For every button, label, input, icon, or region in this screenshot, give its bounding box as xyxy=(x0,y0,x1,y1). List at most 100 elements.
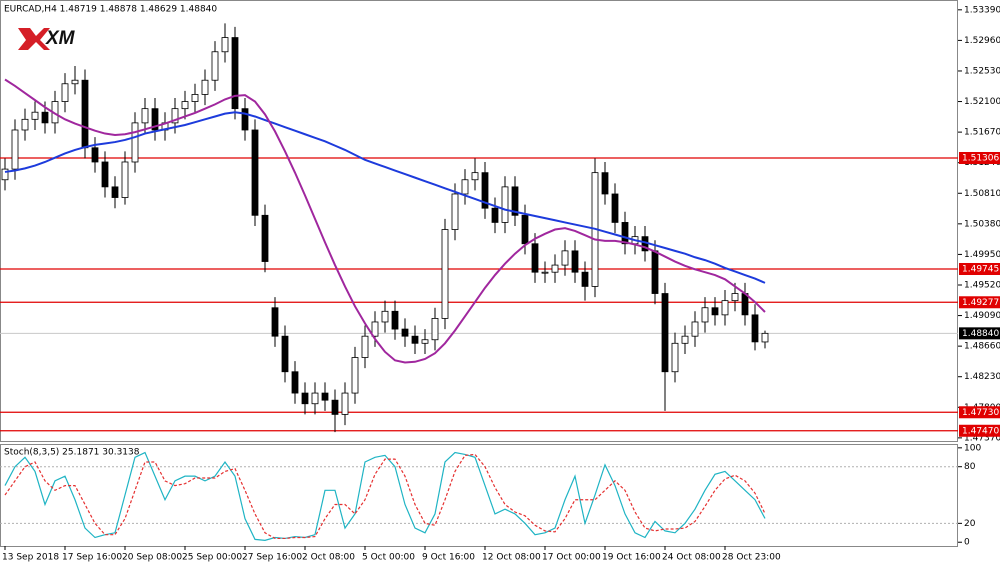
stoch-title: Stoch(8,3,5) 25.1871 30.3138 xyxy=(4,448,140,458)
series-line xyxy=(4,78,766,364)
x-tick-label: 20 Sep 08:00 xyxy=(122,553,182,563)
candle-body xyxy=(171,108,179,124)
candle-body xyxy=(101,161,109,188)
candle-body xyxy=(321,392,329,401)
candle-body xyxy=(681,335,689,344)
level-tag-label: 1.51306 xyxy=(962,154,999,164)
candle-body xyxy=(551,264,559,273)
candle-body xyxy=(201,79,209,95)
price-tag-label: 1.48840 xyxy=(962,329,999,339)
candle-body xyxy=(61,83,69,102)
candle-body xyxy=(741,293,749,316)
candle-body xyxy=(351,357,359,394)
logo-icon xyxy=(18,28,50,50)
candle-body xyxy=(181,101,189,110)
candle-body xyxy=(121,161,129,198)
candle-body xyxy=(491,207,499,223)
candle-body xyxy=(431,318,439,341)
candle-body xyxy=(231,37,239,110)
y-tick-label: 1.52530 xyxy=(964,66,1000,76)
candle-body xyxy=(261,214,269,262)
candle-body xyxy=(41,111,49,124)
y-tick-label: 1.52960 xyxy=(964,36,1000,46)
candle-body xyxy=(141,108,149,124)
stoch-frame xyxy=(0,444,958,547)
candle-body xyxy=(271,307,279,337)
y-tick-label: 1.48230 xyxy=(964,372,1000,382)
candle-body xyxy=(111,186,119,198)
level-tag-label: 1.49745 xyxy=(962,264,999,274)
main-frame xyxy=(0,0,958,442)
candle-body xyxy=(621,222,629,245)
y-tick-label: 1.47370 xyxy=(964,433,1000,443)
series-line xyxy=(4,453,766,540)
logo-text: XM xyxy=(45,28,76,49)
candle-body xyxy=(601,172,609,195)
level-tag xyxy=(959,262,1000,275)
candle-body xyxy=(561,250,569,266)
x-tick-label: 9 Oct 16:00 xyxy=(422,553,475,563)
candle-body xyxy=(421,339,429,344)
y-tick-label: 80 xyxy=(964,462,976,472)
level-tag-label: 1.47470 xyxy=(962,426,999,436)
candle-body xyxy=(541,271,549,274)
y-tick-label: 1.51670 xyxy=(964,128,1000,138)
candle-body xyxy=(31,111,39,120)
candle-body xyxy=(451,193,459,230)
candle-body xyxy=(11,129,19,170)
y-tick-label: 1.49090 xyxy=(964,311,1000,321)
y-tick-label: 0 xyxy=(964,538,970,548)
series-line xyxy=(4,451,766,541)
y-tick-label: 1.49950 xyxy=(964,250,1000,260)
y-tick-label: 1.49520 xyxy=(964,280,1000,290)
x-tick-label: 13 Sep 2018 xyxy=(2,553,59,563)
candle-body xyxy=(281,335,289,373)
y-tick-label: 1.52100 xyxy=(964,97,1000,107)
candle-body xyxy=(651,250,659,294)
level-tag xyxy=(959,152,1000,165)
candle-body xyxy=(131,122,139,163)
x-tick-label: 12 Oct 08:00 xyxy=(482,553,541,563)
candle-body xyxy=(191,94,199,102)
y-tick-label: 100 xyxy=(964,443,981,453)
candle-body xyxy=(731,293,739,302)
candle-body xyxy=(761,332,769,343)
y-tick-label: 1.50810 xyxy=(964,189,1000,199)
level-tag-label: 1.49277 xyxy=(962,298,999,308)
candle-body xyxy=(571,250,579,273)
candle-body xyxy=(211,51,219,81)
level-tag xyxy=(959,296,1000,309)
candle-body xyxy=(251,129,259,216)
candle-body xyxy=(501,186,509,223)
x-tick-label: 17 Sep 16:00 xyxy=(62,553,122,563)
chart-title: EURCAD,H4 1.48719 1.48878 1.48629 1.4884… xyxy=(4,5,217,15)
candle-body xyxy=(291,371,299,394)
candle-body xyxy=(481,172,489,209)
level-tag-label: 1.47730 xyxy=(962,408,999,418)
y-tick-label: 1.48660 xyxy=(964,342,1000,352)
candle-body xyxy=(221,37,229,53)
candle-body xyxy=(151,108,159,131)
level-tag xyxy=(959,406,1000,419)
y-tick-label: 1.50380 xyxy=(964,219,1000,229)
candle-body xyxy=(721,300,729,316)
candle-body xyxy=(671,342,679,373)
x-tick-label: 25 Sep 00:00 xyxy=(182,553,242,563)
y-tick-label: 1.53390 xyxy=(964,5,1000,15)
candle-body xyxy=(581,271,589,287)
x-tick-label: 2 Oct 08:00 xyxy=(302,553,355,563)
candle-body xyxy=(511,186,519,216)
candle-body xyxy=(531,243,539,273)
candle-body xyxy=(21,118,29,131)
x-tick-label: 24 Oct 08:00 xyxy=(662,553,721,563)
candle-body xyxy=(91,147,99,163)
candle-body xyxy=(661,293,669,373)
y-tick-label: 20 xyxy=(964,519,976,529)
level-tag xyxy=(959,424,1000,437)
candle-body xyxy=(521,214,529,245)
candle-body xyxy=(371,321,379,337)
candle-body xyxy=(441,229,449,319)
candle-body xyxy=(411,335,419,344)
candle-body xyxy=(381,310,389,323)
